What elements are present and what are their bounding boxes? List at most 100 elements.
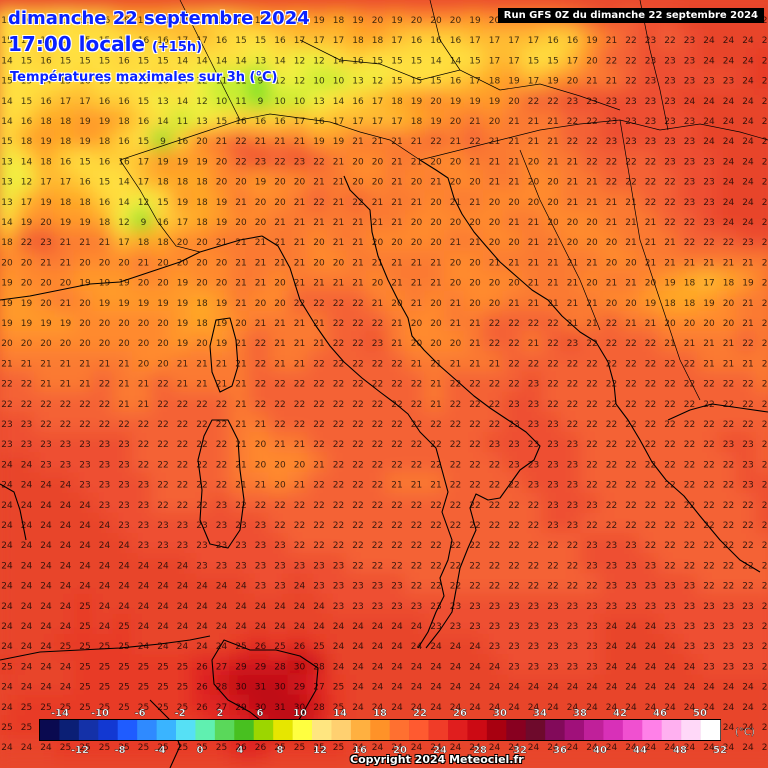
field-cell xyxy=(365,88,390,113)
grid-value: 15 xyxy=(391,56,402,66)
field-cell xyxy=(326,169,351,194)
grid-value: 21 xyxy=(703,258,714,268)
legend-swatch xyxy=(195,720,216,740)
grid-value: 22 xyxy=(703,481,714,491)
grid-value: 22 xyxy=(352,521,363,531)
field-cell xyxy=(443,250,468,275)
field-cell xyxy=(209,68,234,93)
field-cell xyxy=(463,108,487,134)
field-cell xyxy=(346,694,370,719)
legend-top-label: 6 xyxy=(257,708,264,719)
grid-value: 23 xyxy=(703,198,714,208)
grid-value: 20 xyxy=(138,359,150,369)
grid-value: 22 xyxy=(508,359,519,369)
grid-value: 22 xyxy=(313,157,324,167)
grid-value: 20 xyxy=(157,258,169,268)
grid-value: 24 xyxy=(60,582,72,592)
field-cell xyxy=(34,351,58,376)
grid-value: 21 xyxy=(216,238,227,248)
field-cell xyxy=(287,391,312,416)
field-cell xyxy=(521,149,546,174)
grid-value: 24 xyxy=(21,521,33,531)
field-cell xyxy=(307,351,331,376)
field-cell xyxy=(190,108,214,134)
grid-value: 21 xyxy=(294,218,305,228)
grid-value: 23 xyxy=(547,501,558,511)
field-cell xyxy=(53,432,78,457)
field-cell xyxy=(482,613,507,639)
grid-value: 24 xyxy=(235,622,247,632)
grid-value: 22 xyxy=(450,561,461,571)
grid-value: 28 xyxy=(216,683,228,693)
field-cell xyxy=(73,68,97,93)
field-cell xyxy=(34,48,58,73)
grid-value: 20 xyxy=(703,319,715,329)
grid-value: 24 xyxy=(547,743,559,753)
field-cell xyxy=(463,371,487,396)
field-cell xyxy=(53,129,78,154)
field-cell xyxy=(619,634,643,659)
field-cell xyxy=(385,593,409,618)
grid-value: 23 xyxy=(645,602,656,612)
grid-value: 23 xyxy=(723,77,734,87)
field-cell xyxy=(307,68,331,93)
grid-value: 22 xyxy=(508,319,519,329)
grid-value: 26 xyxy=(235,743,247,753)
grid-value: 21 xyxy=(469,359,480,369)
grid-value: 21 xyxy=(99,238,110,248)
grid-value: 21 xyxy=(489,359,500,369)
grid-value: 22 xyxy=(625,36,636,46)
grid-value: 22 xyxy=(157,380,168,390)
field-cell xyxy=(268,654,292,679)
grid-value: 22 xyxy=(528,359,539,369)
grid-value: 21 xyxy=(664,339,675,349)
legend-swatch xyxy=(409,720,429,740)
grid-value: 24 xyxy=(294,602,306,612)
field-cell xyxy=(34,593,58,618)
grid-value: 22 xyxy=(99,400,110,410)
field-cell xyxy=(482,654,507,679)
grid-value: 19 xyxy=(157,157,169,167)
field-cell xyxy=(521,411,546,437)
alps-border-2 xyxy=(119,159,201,253)
grid-value: 24 xyxy=(118,541,130,551)
field-cell xyxy=(736,634,760,659)
grid-value: 25 xyxy=(60,703,71,713)
field-cell xyxy=(209,613,234,639)
grid-value: 21 xyxy=(528,339,539,349)
field-cell xyxy=(34,331,58,356)
field-cell xyxy=(151,553,175,578)
field-cell xyxy=(443,209,468,235)
field-cell xyxy=(404,371,429,396)
grid-value: 21 xyxy=(547,137,558,147)
field-cell xyxy=(151,512,175,538)
grid-value: 22 xyxy=(411,541,422,551)
field-cell xyxy=(209,129,234,154)
field-cell xyxy=(307,411,331,437)
field-cell xyxy=(580,88,604,113)
field-cell xyxy=(755,149,768,174)
field-cell xyxy=(502,68,526,93)
grid-value: 24 xyxy=(528,743,540,753)
grid-value: 21 xyxy=(469,117,480,127)
field-cell xyxy=(502,230,526,255)
field-cell xyxy=(736,209,760,235)
grid-value: 23 xyxy=(508,460,519,470)
grid-value: 23 xyxy=(138,541,149,551)
field-cell xyxy=(170,209,195,235)
grid-value: 22 xyxy=(469,521,480,531)
grid-value: 23 xyxy=(684,157,695,167)
grid-value: 22 xyxy=(255,380,266,390)
grid-value: 21 xyxy=(235,359,246,369)
legend-swatch xyxy=(40,720,60,740)
field-cell xyxy=(580,108,604,134)
grid-value: 26 xyxy=(196,662,208,672)
field-cell xyxy=(638,28,663,53)
field-cell xyxy=(755,371,768,396)
field-cell xyxy=(404,250,429,275)
grid-value: 15 xyxy=(99,77,110,87)
legend-swatch xyxy=(700,720,721,740)
field-cell xyxy=(346,290,370,315)
field-cell xyxy=(658,512,682,538)
grid-value: 22 xyxy=(450,440,461,450)
